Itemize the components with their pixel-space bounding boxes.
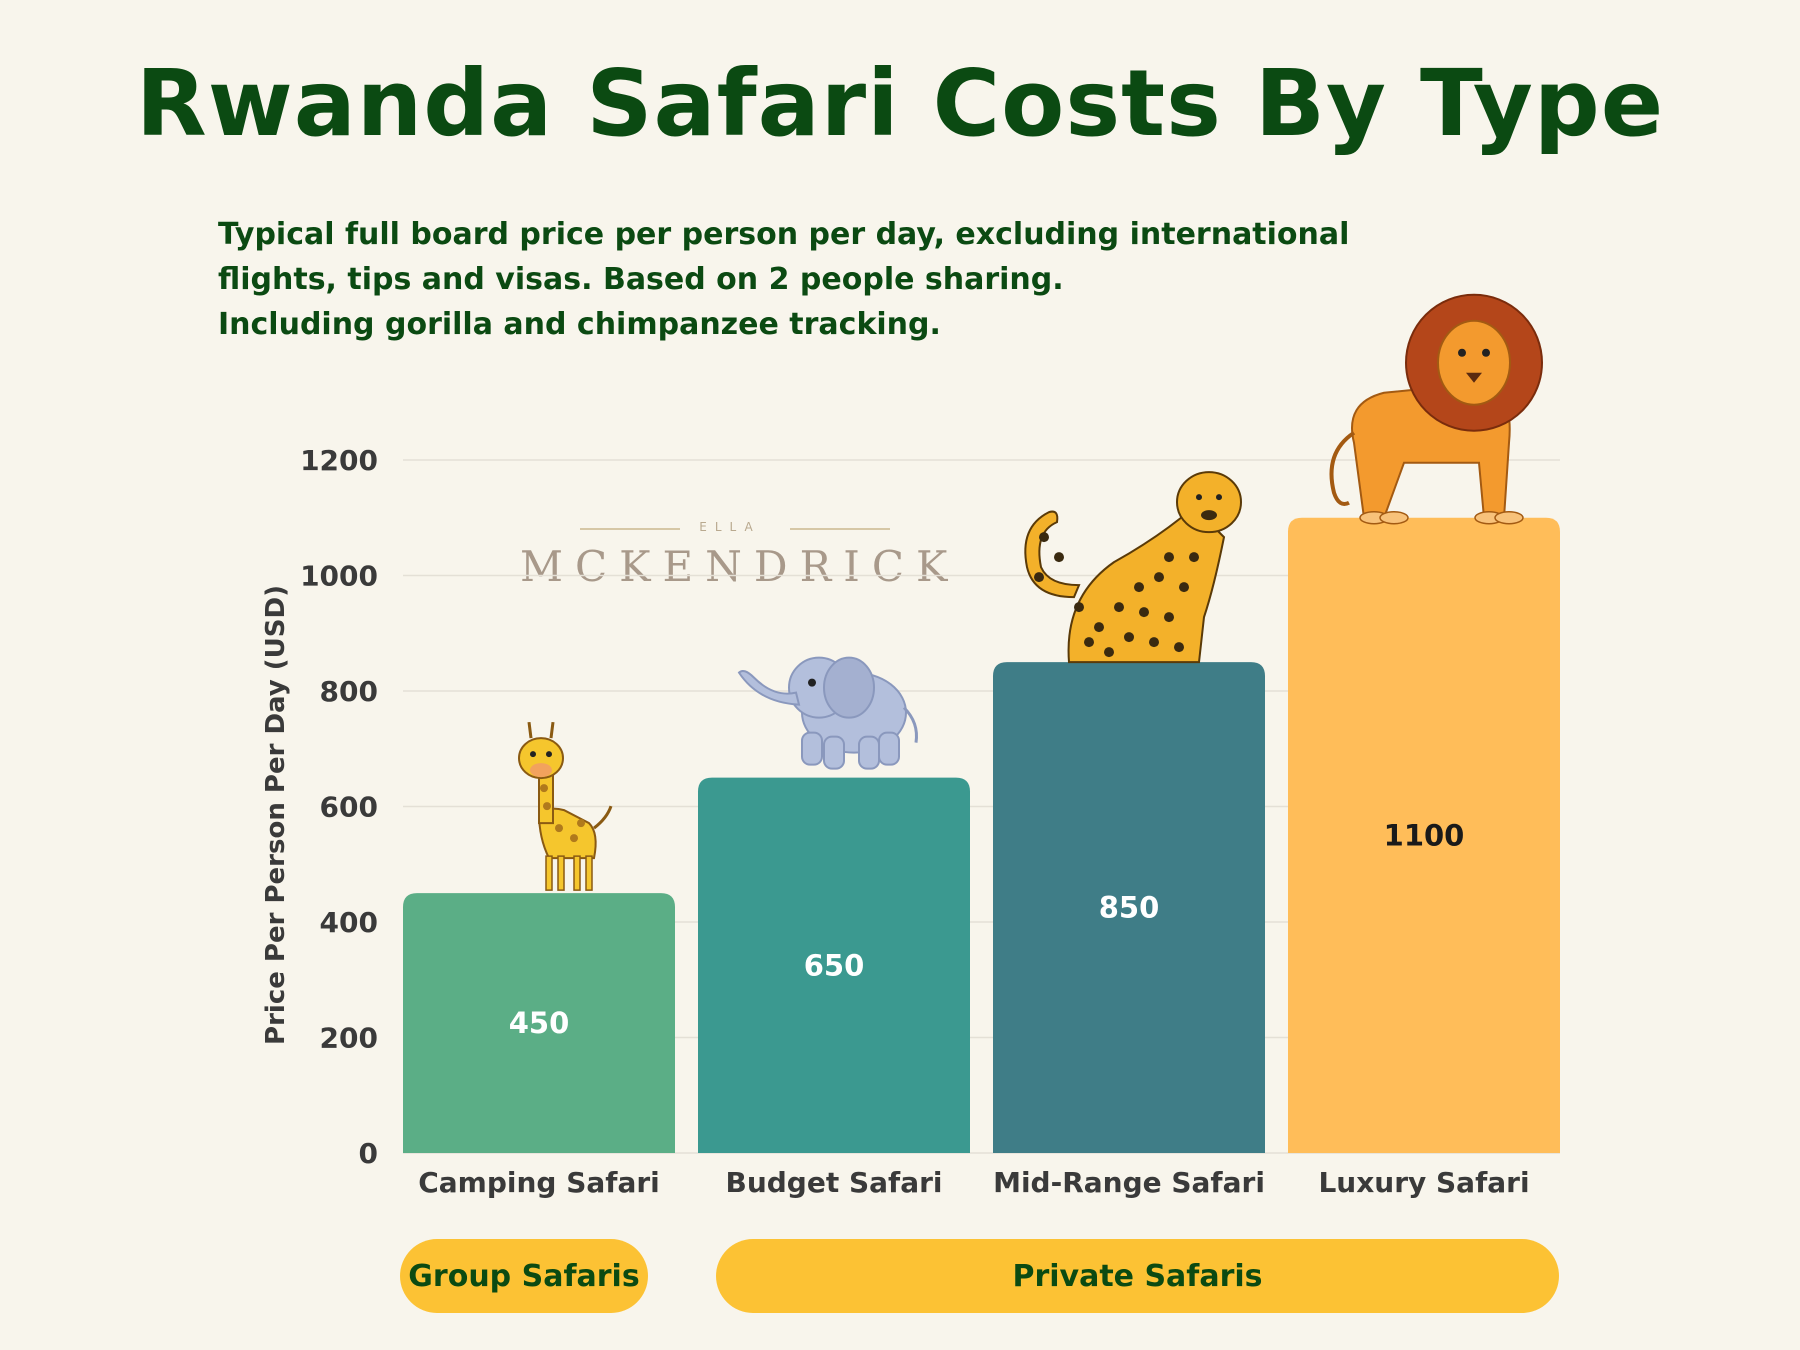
- watermark-first-name: ELLA: [520, 520, 940, 534]
- leopard-icon: [1024, 471, 1242, 664]
- subtitle-line-3: Including gorilla and chimpanzee trackin…: [218, 307, 941, 342]
- watermark-last-name: MCKENDRICK: [520, 542, 960, 591]
- data-label: 850: [1099, 891, 1160, 925]
- chart-title: Rwanda Safari Costs By Type: [135, 50, 1665, 157]
- group-safaris-pill: Group Safaris: [400, 1239, 648, 1313]
- elephant-icon: [737, 656, 918, 770]
- bar: [993, 662, 1265, 1153]
- private-safaris-label: Private Safaris: [1012, 1258, 1263, 1294]
- y-tick-label: 800: [320, 675, 378, 708]
- y-tick-label: 200: [320, 1022, 378, 1055]
- private-safaris-pill: Private Safaris: [716, 1239, 1559, 1313]
- bar: [1288, 517, 1560, 1153]
- y-tick-label: 1200: [300, 444, 378, 477]
- data-label: 650: [804, 948, 865, 982]
- y-tick-label: 400: [320, 906, 378, 939]
- chart-subtitle: Typical full board price per person per …: [218, 212, 1418, 347]
- group-safaris-label: Group Safaris: [408, 1258, 640, 1294]
- x-tick-label: Camping Safari: [418, 1166, 660, 1199]
- lion-icon: [1329, 293, 1543, 525]
- subtitle-line-1: Typical full board price per person per …: [218, 217, 1350, 252]
- data-label: 450: [509, 1006, 570, 1040]
- bar: [698, 777, 970, 1153]
- bar: [403, 893, 675, 1153]
- y-tick-label: 1000: [300, 560, 378, 593]
- giraffe-icon: [518, 721, 613, 891]
- y-tick-label: 600: [320, 791, 378, 824]
- x-tick-label: Budget Safari: [725, 1166, 942, 1199]
- data-label: 1100: [1384, 818, 1465, 852]
- y-tick-label: 0: [359, 1137, 378, 1170]
- subtitle-line-2: flights, tips and visas. Based on 2 peop…: [218, 262, 1064, 297]
- watermark-logo: ELLA MCKENDRICK: [520, 520, 960, 591]
- x-tick-label: Mid-Range Safari: [993, 1166, 1265, 1199]
- x-tick-label: Luxury Safari: [1318, 1166, 1529, 1199]
